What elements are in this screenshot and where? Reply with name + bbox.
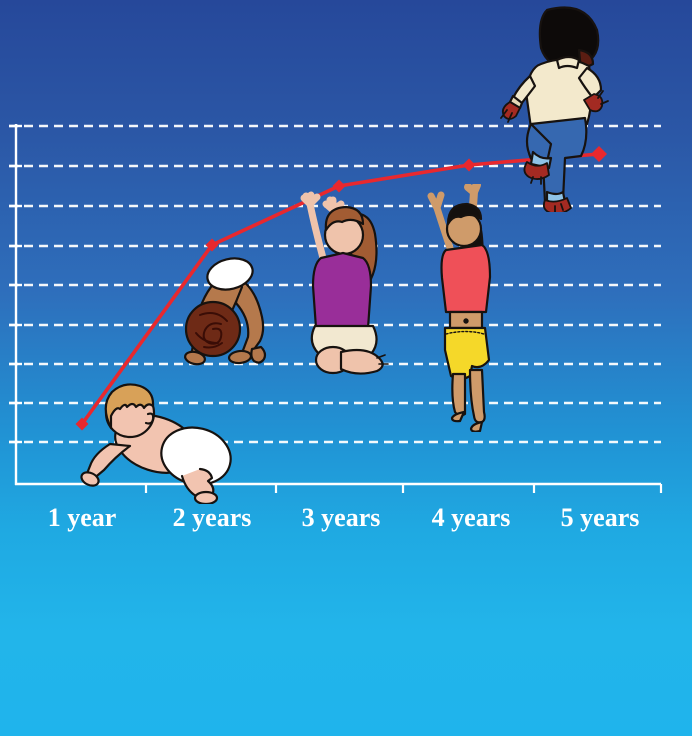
x-label-4yr: 4 years	[431, 503, 511, 532]
x-label-2yr: 2 years	[172, 503, 252, 532]
who-logo: World Health Organization	[0, 640, 692, 736]
data-point-diamond	[591, 146, 607, 162]
data-point-diamond	[205, 238, 219, 252]
illustration-baby-1yr-crawling	[78, 380, 234, 509]
x-label-5yr: 5 years	[560, 503, 640, 532]
illustration-child-5yr-climbing	[497, 6, 615, 217]
x-label-3yr: 3 years	[301, 503, 381, 532]
x-label-1yr: 1 year	[47, 503, 117, 532]
illustration-child-2yr-allfours	[182, 257, 272, 374]
data-point-diamond	[75, 417, 89, 431]
data-point-diamond	[332, 179, 346, 193]
illustration-child-3yr-reaching	[297, 188, 395, 383]
illustration-child-4yr-reaching	[420, 181, 506, 437]
data-point-diamond	[462, 158, 476, 172]
